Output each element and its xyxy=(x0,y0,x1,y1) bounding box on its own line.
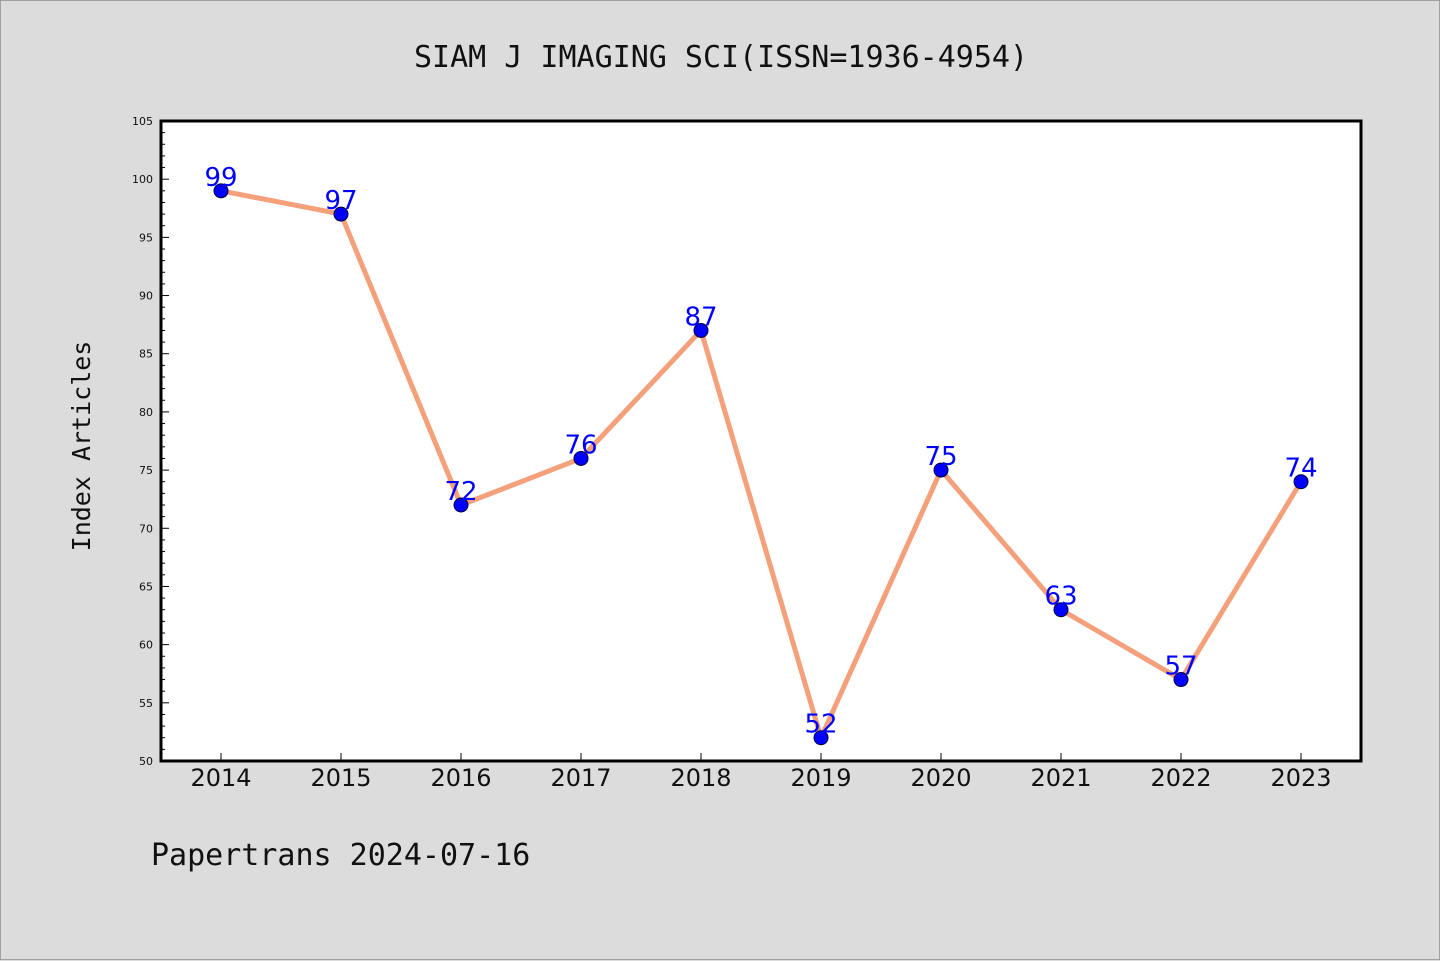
y-tick-label: 60 xyxy=(139,639,153,652)
y-tick-label: 70 xyxy=(139,522,153,535)
y-tick-label: 100 xyxy=(132,173,153,186)
data-label: 75 xyxy=(924,442,957,472)
data-label: 72 xyxy=(444,477,477,507)
data-point xyxy=(1053,602,1069,618)
data-point xyxy=(453,497,469,513)
y-tick-label: 65 xyxy=(139,580,153,593)
x-tick-label: 2020 xyxy=(910,764,971,792)
x-tick-label: 2021 xyxy=(1030,764,1091,792)
y-tick-label: 80 xyxy=(139,406,153,419)
data-point xyxy=(813,730,829,746)
series-layer: 99 97 72 76 87 52 75 63 57 74 xyxy=(204,163,1318,746)
plot-area xyxy=(159,119,1363,763)
x-tick-label: 2015 xyxy=(310,764,371,792)
series-line xyxy=(218,188,1304,741)
data-label: 57 xyxy=(1164,652,1197,682)
y-axis: 50 55 60 65 70 75 80 85 90 95 100 105 xyxy=(132,115,169,768)
y-tick-label: 85 xyxy=(139,348,153,361)
data-label: 74 xyxy=(1284,454,1317,484)
x-axis: 2014 2015 2016 2017 2018 2019 2020 2021 2022 2023 xyxy=(190,753,1332,792)
data-point xyxy=(333,206,349,222)
x-tick-label: 2016 xyxy=(430,764,491,792)
footer-credit: Papertrans 2024-07-16 xyxy=(151,838,530,873)
y-tick-label: 75 xyxy=(139,464,153,477)
y-tick-label: 90 xyxy=(139,290,153,303)
data-point xyxy=(213,183,229,199)
x-tick-label: 2017 xyxy=(550,764,611,792)
y-tick-label: 95 xyxy=(139,231,153,244)
data-point xyxy=(1293,474,1309,490)
data-point xyxy=(693,322,709,338)
x-tick-label: 2023 xyxy=(1270,764,1331,792)
data-label: 87 xyxy=(684,302,717,332)
y-axis-label: Index Articles xyxy=(67,341,96,552)
data-point xyxy=(933,462,949,478)
x-tick-label: 2018 xyxy=(670,764,731,792)
data-label: 97 xyxy=(324,186,357,216)
x-tick-label: 2019 xyxy=(790,764,851,792)
data-label: 99 xyxy=(204,163,237,193)
data-label: 63 xyxy=(1044,582,1077,612)
data-label: 76 xyxy=(564,430,597,460)
chart-title: SIAM J IMAGING SCI(ISSN=1936-4954) xyxy=(414,40,1028,75)
y-tick-label: 50 xyxy=(139,755,153,768)
data-point xyxy=(573,450,589,466)
x-tick-label: 2014 xyxy=(190,764,251,792)
data-point xyxy=(1173,672,1189,688)
data-label: 52 xyxy=(804,710,837,740)
x-tick-label: 2022 xyxy=(1150,764,1211,792)
y-tick-label: 55 xyxy=(139,697,153,710)
y-tick-label: 105 xyxy=(132,115,153,128)
